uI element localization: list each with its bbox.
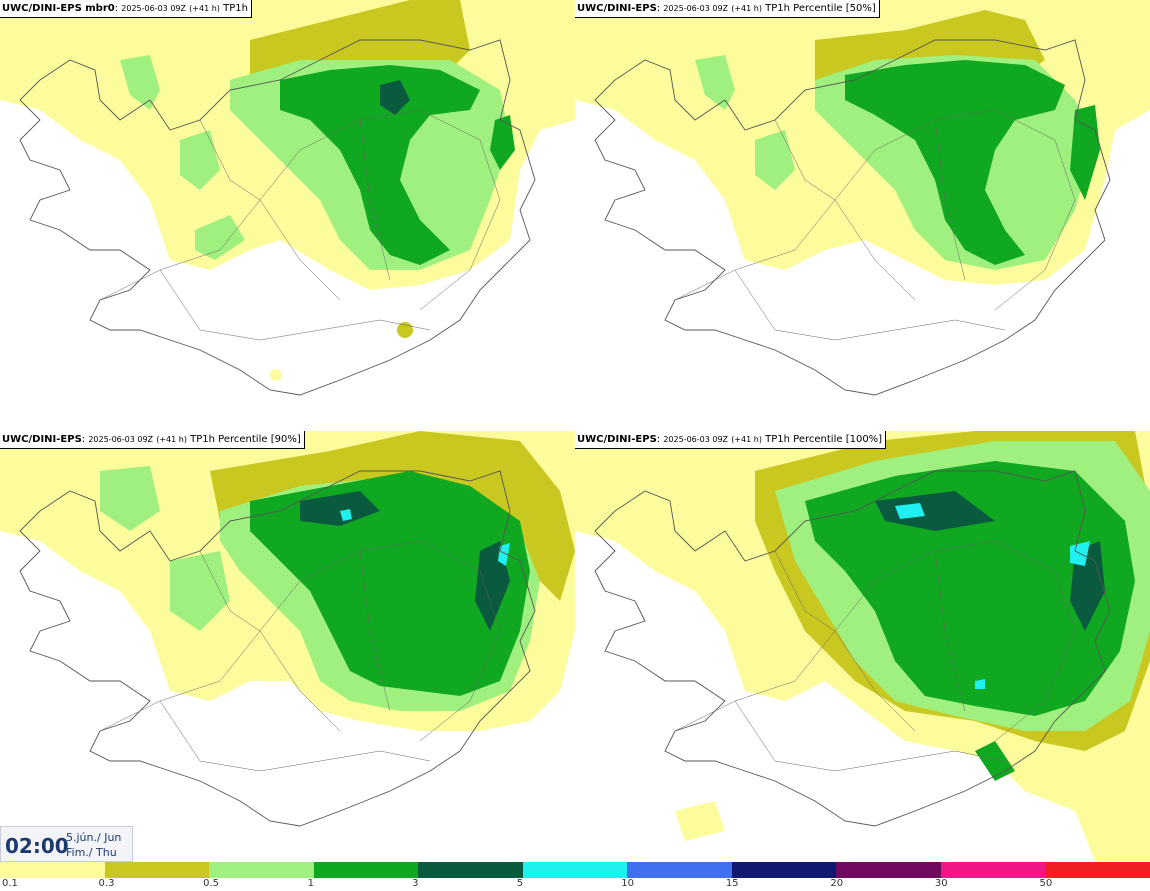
- lead-time: (+41 h): [731, 4, 762, 13]
- valid-date-line2: Fim./ Thu: [66, 846, 117, 859]
- colorbar-label: 0.5: [203, 878, 219, 889]
- precip-map: [575, 0, 1150, 396]
- colorbar-label: 5: [516, 878, 524, 889]
- colorbar-label: 30: [934, 878, 948, 889]
- precip-map: [575, 431, 1150, 861]
- colorbar-swatch: [313, 862, 419, 878]
- colorbar-swatch: [522, 862, 628, 878]
- valid-date-line1: 5.jún./ Jun: [66, 831, 122, 844]
- colorbar-swatch: [1045, 862, 1150, 878]
- precip-area-lightgreen-west: [120, 55, 245, 260]
- field-name: TP1h: [223, 3, 248, 14]
- precip-area-darkgreen: [875, 491, 1105, 631]
- panel-title: UWC/DINI-EPS: 2025-06-03 09Z (+41 h) TP1…: [575, 431, 887, 449]
- precip-colorbar: [0, 862, 1150, 878]
- colorbar-label: 3: [412, 878, 419, 889]
- colorbar-swatch: [104, 862, 210, 878]
- colorbar-swatch: [0, 862, 105, 878]
- precip-area-darkgreen: [300, 491, 510, 631]
- precip-area-lightgreen-west: [695, 55, 795, 190]
- colorbar-swatch: [731, 862, 837, 878]
- colorbar-swatch: [836, 862, 941, 878]
- colorbar-label: 10: [621, 878, 634, 889]
- colorbar-label: 1: [307, 878, 314, 889]
- precip-area-green: [250, 471, 530, 696]
- run-time: 2025-06-03 09Z: [663, 435, 729, 444]
- field-name: TP1h Percentile [90%]: [190, 434, 301, 445]
- coastline: [19, 39, 536, 396]
- panel-title: UWC/DINI-EPS: 2025-06-03 09Z (+41 h) TP1…: [0, 431, 305, 449]
- coastline: [594, 470, 1111, 827]
- map-panel-p50: UWC/DINI-EPS: 2025-06-03 09Z (+41 h) TP1…: [575, 0, 1150, 430]
- road-network: [674, 540, 1076, 772]
- field-name: TP1h Percentile [100%]: [765, 434, 883, 445]
- valid-clock: 02:00: [5, 834, 69, 858]
- lead-time: (+41 h): [731, 435, 762, 444]
- run-time: 2025-06-03 09Z: [663, 4, 729, 13]
- lead-time: (+41 h): [156, 435, 187, 444]
- valid-time-box: 02:00 5.jún./ Jun Fim./ Thu: [0, 826, 133, 862]
- precip-map: [0, 0, 575, 396]
- model-name: UWC/DINI-EPS: [2, 434, 82, 445]
- map-panel-p90: UWC/DINI-EPS: 2025-06-03 09Z (+41 h) TP1…: [0, 431, 575, 861]
- colorbar-swatch: [627, 862, 732, 878]
- precip-area-lightgreen-west: [100, 466, 230, 631]
- model-name: UWC/DINI-EPS: [577, 3, 657, 14]
- colorbar-label: 50: [1039, 878, 1053, 889]
- panel-title: UWC/DINI-EPS mbr0: 2025-06-03 09Z (+41 h…: [0, 0, 252, 18]
- coastline: [594, 39, 1111, 396]
- colorbar-label: 0.3: [98, 878, 115, 889]
- colorbar-swatch: [940, 862, 1046, 878]
- precip-area-green-east: [490, 115, 515, 170]
- colorbar-label: 20: [830, 878, 844, 889]
- road-network: [99, 540, 501, 772]
- road-network: [99, 109, 501, 341]
- precip-area-green: [805, 461, 1135, 716]
- colorbar-label: 15: [725, 878, 739, 889]
- precip-spot: [397, 322, 413, 338]
- run-time: 2025-06-03 09Z: [121, 4, 186, 13]
- model-name: UWC/DINI-EPS: [577, 434, 657, 445]
- run-time: 2025-06-03 09Z: [88, 435, 154, 444]
- precip-map: [0, 431, 575, 827]
- valid-date: 5.jún./ Jun Fim./ Thu: [66, 830, 121, 860]
- map-panel-mbr0: UWC/DINI-EPS mbr0: 2025-06-03 09Z (+41 h…: [0, 0, 575, 430]
- precip-area-darkgreen: [380, 80, 410, 115]
- colorbar-swatch: [418, 862, 523, 878]
- coastline: [19, 470, 536, 827]
- precip-spot: [270, 369, 282, 381]
- lead-time: (+41 h): [189, 4, 220, 13]
- field-name: TP1h Percentile [50%]: [765, 3, 876, 14]
- precip-area-green: [845, 60, 1065, 265]
- colorbar-labels: 0.1 0.3 0.5 1 3 5 10 15 20 30 50: [0, 878, 1150, 891]
- model-name: UWC/DINI-EPS mbr0: [2, 3, 115, 14]
- panel-title: UWC/DINI-EPS: 2025-06-03 09Z (+41 h) TP1…: [575, 0, 880, 18]
- colorbar-swatch: [209, 862, 314, 878]
- road-network: [674, 109, 1076, 341]
- colorbar-label: 0.1: [2, 878, 18, 889]
- map-panel-p100: UWC/DINI-EPS: 2025-06-03 09Z (+41 h) TP1…: [575, 431, 1150, 861]
